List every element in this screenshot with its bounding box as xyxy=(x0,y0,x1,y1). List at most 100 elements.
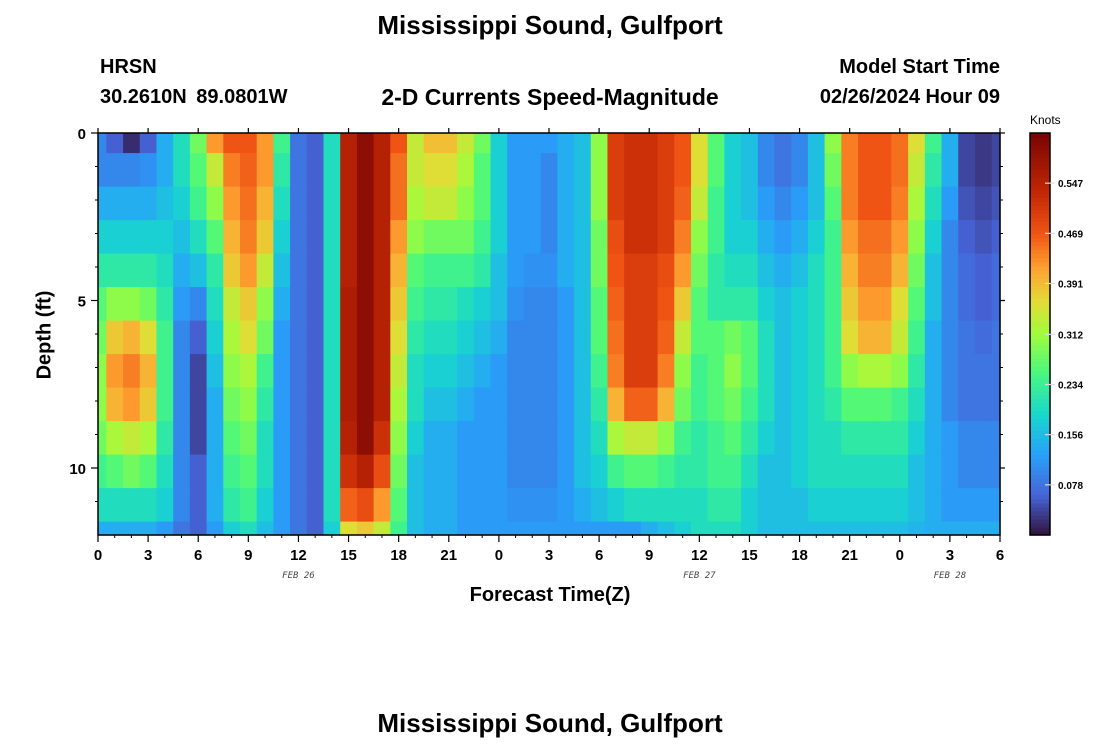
heatmap-cell xyxy=(106,454,124,489)
heatmap-cell xyxy=(507,287,525,322)
heatmap-cell xyxy=(657,488,675,523)
heatmap-cell xyxy=(590,153,609,188)
heatmap-cell xyxy=(206,153,224,188)
heatmap-cell xyxy=(139,521,158,536)
heatmap-cell xyxy=(173,186,191,221)
heatmap-cell xyxy=(490,133,508,154)
heatmap-cell xyxy=(690,133,709,154)
colorbar-segment xyxy=(1030,321,1050,327)
heatmap-cell xyxy=(858,220,876,255)
heatmap-cell xyxy=(974,387,993,422)
heatmap-cell xyxy=(340,320,358,355)
heatmap-cell xyxy=(991,387,1001,422)
heatmap-cell xyxy=(457,133,475,154)
heatmap-cell xyxy=(98,421,107,456)
heatmap-cell xyxy=(924,454,943,489)
colorbar-segment xyxy=(1030,342,1050,347)
heatmap-cell xyxy=(657,354,675,389)
colorbar-segment xyxy=(1030,406,1050,411)
heatmap-cell xyxy=(340,521,358,536)
heatmap-cell xyxy=(490,488,508,523)
heatmap-cell xyxy=(440,387,458,422)
heatmap-cell xyxy=(908,421,926,456)
heatmap-cell xyxy=(891,354,909,389)
heatmap-cell xyxy=(924,220,943,255)
heatmap-cell xyxy=(741,133,759,154)
heatmap-cell xyxy=(791,253,809,288)
heatmap-cell xyxy=(473,186,492,221)
colorbar-segment xyxy=(1030,289,1050,295)
heatmap-cell xyxy=(540,521,558,536)
heatmap-cell xyxy=(958,421,976,456)
heatmap-cell xyxy=(974,421,993,456)
heatmap-cell xyxy=(340,454,358,489)
heatmap-cell xyxy=(891,253,909,288)
heatmap-cell xyxy=(640,454,659,489)
heatmap-cell xyxy=(356,387,375,422)
heatmap-cell xyxy=(440,133,458,154)
heatmap-cell xyxy=(340,354,358,389)
colorbar-segment xyxy=(1030,237,1050,243)
heatmap-cell xyxy=(674,521,692,536)
heatmap-cell xyxy=(908,287,926,322)
heatmap-cell xyxy=(223,387,241,422)
heatmap-cell xyxy=(858,454,876,489)
heatmap-cell xyxy=(407,320,425,355)
heatmap-cell xyxy=(741,387,759,422)
heatmap-cell xyxy=(139,454,158,489)
heatmap-cell xyxy=(757,287,776,322)
heatmap-cell xyxy=(256,421,274,456)
heatmap-cell xyxy=(189,354,208,389)
heatmap-cell xyxy=(741,153,759,188)
heatmap-cell xyxy=(674,133,692,154)
heatmap-cell xyxy=(390,387,408,422)
colorbar-segment xyxy=(1030,482,1050,488)
heatmap-cell xyxy=(724,220,742,255)
heatmap-cell xyxy=(841,454,859,489)
heatmap-cell xyxy=(674,186,692,221)
heatmap-cell xyxy=(189,287,208,322)
heatmap-cell xyxy=(557,153,575,188)
heatmap-cell xyxy=(423,153,442,188)
heatmap-cell xyxy=(323,488,341,523)
heatmap-cell xyxy=(156,387,174,422)
heatmap-cell xyxy=(239,488,258,523)
colorbar-segment xyxy=(1030,502,1050,508)
heatmap-cell xyxy=(206,320,224,355)
date-label: FEB 26 xyxy=(282,571,315,581)
heatmap-cell xyxy=(239,287,258,322)
x-tick-label: 12 xyxy=(290,547,307,564)
heatmap-cell xyxy=(674,454,692,489)
heatmap-cell xyxy=(523,421,542,456)
colorbar-segment xyxy=(1030,261,1050,267)
heatmap-cell xyxy=(139,387,158,422)
heatmap-cell xyxy=(891,488,909,523)
heatmap-cell xyxy=(457,320,475,355)
heatmap-cell xyxy=(924,488,943,523)
heatmap-cell xyxy=(707,488,725,523)
heatmap-cell xyxy=(106,287,124,322)
heatmap-cell xyxy=(941,454,959,489)
heatmap-cell xyxy=(156,287,174,322)
heatmap-cell xyxy=(540,153,558,188)
heatmap-cell xyxy=(557,421,575,456)
heatmap-cell xyxy=(306,320,325,355)
colorbar-segment xyxy=(1030,205,1050,210)
heatmap-cell xyxy=(206,454,224,489)
heatmap-cell xyxy=(507,153,525,188)
heatmap-cell xyxy=(373,488,391,523)
heatmap-cell xyxy=(774,521,792,536)
heatmap-cell xyxy=(607,421,625,456)
heatmap-cell xyxy=(690,287,709,322)
heatmap-cell xyxy=(189,253,208,288)
heatmap-cell xyxy=(239,186,258,221)
heatmap-cell xyxy=(206,133,224,154)
colorbar-segment xyxy=(1030,478,1050,484)
heatmap-cell xyxy=(574,153,592,188)
heatmap-cell xyxy=(507,186,525,221)
heatmap-cell xyxy=(640,421,659,456)
heatmap-cell xyxy=(507,253,525,288)
heatmap-cell xyxy=(574,387,592,422)
colorbar-segment xyxy=(1030,418,1050,424)
heatmap-cell xyxy=(640,133,659,154)
